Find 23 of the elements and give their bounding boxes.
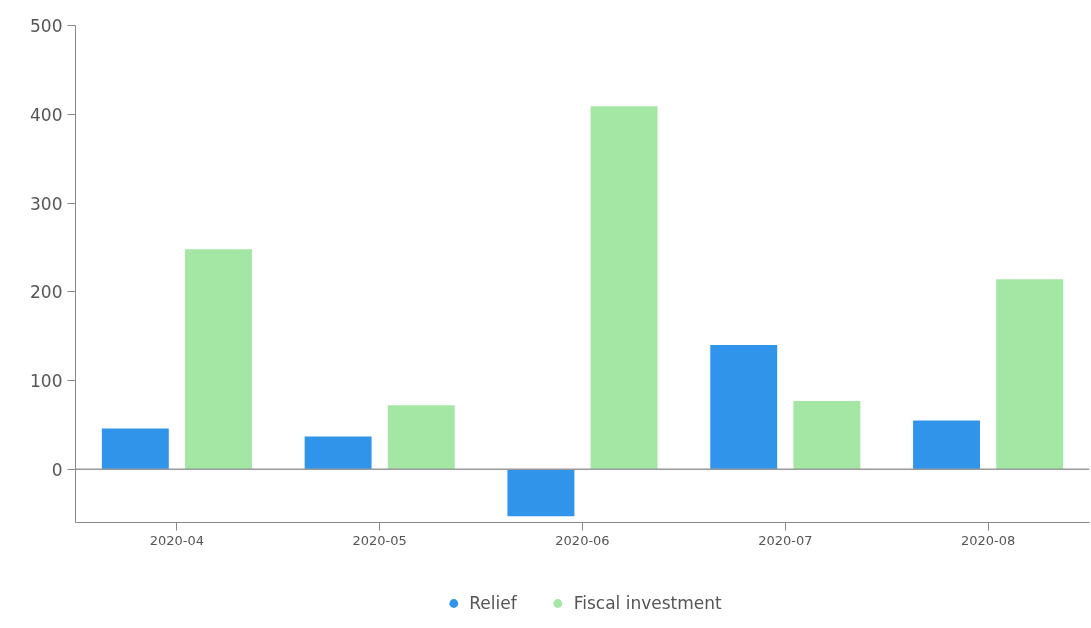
x-tick-label: 2020-04 xyxy=(149,532,205,548)
y-tick-label: 400 xyxy=(30,104,63,125)
y-tick-label: 0 xyxy=(51,459,63,480)
x-tick-label: 2020-06 xyxy=(555,532,610,548)
bar xyxy=(304,436,372,470)
bar xyxy=(185,249,252,470)
legend-label: Relief xyxy=(469,593,517,613)
bar xyxy=(590,106,658,470)
bar xyxy=(913,420,980,470)
x-tick-label: 2020-05 xyxy=(352,532,407,548)
bar xyxy=(101,428,169,470)
bar xyxy=(793,400,861,470)
y-tick-label: 500 xyxy=(30,16,63,36)
x-tick-label: 2020-08 xyxy=(960,532,1016,548)
y-tick-label: 200 xyxy=(30,282,63,303)
bar xyxy=(387,405,455,470)
bar xyxy=(996,279,1064,470)
bar xyxy=(507,469,575,517)
bar xyxy=(710,345,778,470)
y-tick-label: 300 xyxy=(30,193,63,214)
x-tick-label: 2020-07 xyxy=(758,532,813,548)
y-tick-label: 100 xyxy=(30,371,63,391)
legend-label: Fiscal investment xyxy=(573,593,722,613)
